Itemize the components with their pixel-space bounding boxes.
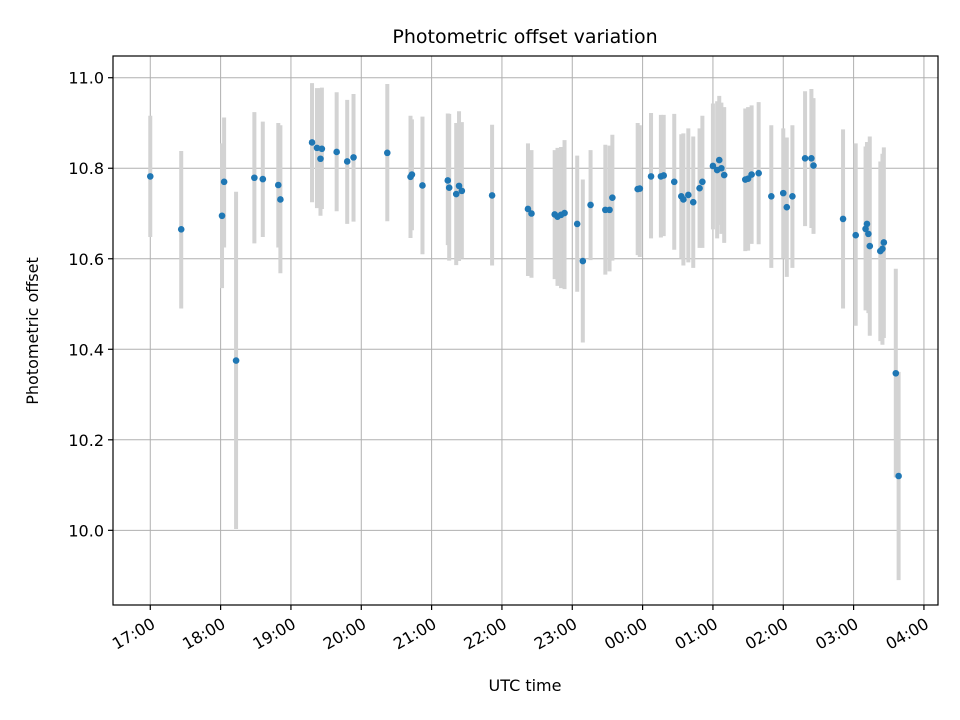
y-tick-label: 10.6 [68,250,104,269]
data-point [313,144,321,152]
data-point [685,191,692,199]
data-point [789,193,796,200]
data-point [573,220,581,228]
chart-title: Photometric offset variation [392,26,657,48]
data-point [455,182,463,190]
data-point [689,198,697,206]
data-point [419,182,426,189]
data-point [808,154,815,162]
data-point [452,190,460,198]
y-tick-label: 10.2 [68,431,104,450]
data-point [699,178,706,186]
data-point [720,171,728,179]
y-tick-label: 10.4 [68,340,104,359]
data-point [892,369,900,377]
data-point [528,210,535,217]
data-point [880,239,888,246]
data-point [232,357,240,364]
data-point [670,178,678,186]
data-point [218,212,226,220]
data-point [524,205,532,213]
data-point [609,194,616,201]
data-point [748,171,755,178]
data-point [350,154,357,161]
y-axis-label: Photometric offset [23,257,42,405]
data-point [343,158,351,165]
data-point [680,196,687,203]
y-tick-label: 11.0 [68,69,104,88]
data-point [718,164,725,172]
data-point [259,175,267,183]
data-point [755,169,762,177]
data-point [895,472,902,480]
data-point [810,162,817,169]
y-tick-label: 10.8 [68,159,104,178]
data-point [768,193,775,200]
data-point [274,181,282,189]
y-tick-label: 10.0 [68,521,104,540]
data-point [862,225,869,233]
data-point [865,230,872,238]
data-point [647,173,655,180]
data-point [579,257,587,265]
data-point [444,177,452,184]
data-point [866,242,874,250]
data-point [696,184,703,192]
data-point [587,201,594,209]
data-point [333,148,340,156]
data-point [383,149,391,157]
data-point [445,184,453,192]
data-point [779,189,787,197]
grid-lines [113,56,938,605]
data-point [839,215,847,223]
x-axis-label: UTC time [489,676,562,695]
data-point [317,155,324,163]
data-point [177,226,185,233]
data-point [408,171,416,178]
data-point [801,154,809,162]
data-point [220,178,228,186]
data-point [277,196,284,203]
data-point [863,220,871,228]
data-point [488,192,496,199]
data-point [660,172,668,179]
plot-frame [112,55,939,606]
data-point [783,203,791,211]
y-axis-ticks: 10.0 10.2 10.4 10.6 10.8 11.0 [68,69,113,540]
data-point [636,185,644,192]
data-point [879,245,886,253]
data-points [146,139,902,480]
data-point [715,156,723,164]
data-point [251,174,258,182]
data-point [852,231,860,239]
data-point [606,206,613,214]
data-point [561,209,568,217]
data-point [146,173,154,180]
data-point [458,187,466,195]
data-point [709,162,717,170]
data-point [308,139,316,146]
data-point [318,145,326,153]
